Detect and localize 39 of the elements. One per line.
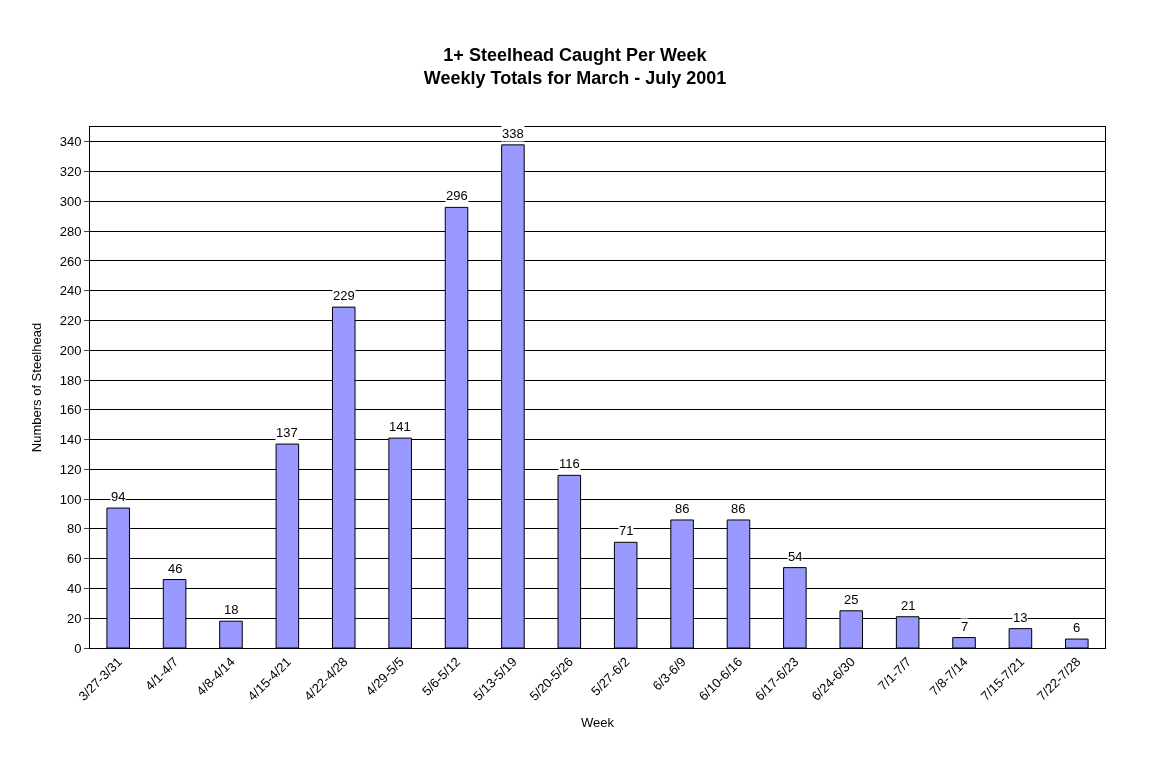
- y-tick-label: 20: [66, 610, 82, 626]
- data-label: 46: [168, 561, 183, 576]
- data-label: 86: [675, 501, 690, 516]
- y-tick-label: 300: [59, 193, 82, 209]
- data-label: 338: [502, 126, 524, 141]
- data-label: 6: [1073, 620, 1081, 635]
- data-label: 7: [961, 619, 969, 634]
- data-label: 71: [619, 523, 634, 538]
- data-label: 25: [844, 592, 859, 607]
- data-label: 296: [446, 188, 468, 203]
- y-tick-label: 100: [59, 491, 82, 507]
- data-label: 21: [901, 598, 916, 613]
- chart-title: 1+ Steelhead Caught Per Week Weekly Totals for March - July 2001: [423, 45, 727, 89]
- data-label: 86: [731, 501, 746, 516]
- y-tick-label: 120: [59, 461, 82, 477]
- y-tick-label: 60: [66, 551, 82, 567]
- data-label: 54: [788, 549, 803, 564]
- y-tick-label: 280: [59, 223, 82, 239]
- y-tick-label: 320: [59, 164, 82, 180]
- data-label: 13: [1013, 610, 1028, 625]
- data-label: 116: [559, 456, 580, 471]
- y-tick-label: 160: [59, 402, 82, 418]
- y-tick-label: 240: [59, 283, 82, 299]
- y-tick-label: 40: [66, 581, 82, 597]
- y-tick-label: 220: [59, 313, 82, 329]
- y-tick-label: 80: [66, 521, 82, 537]
- y-tick-label: 340: [59, 134, 82, 150]
- y-axis-title: Numbers of Steelhead: [28, 322, 44, 453]
- data-label: 18: [224, 602, 239, 617]
- y-tick-label: 0: [74, 640, 82, 656]
- data-label: 94: [111, 489, 126, 504]
- data-label: 141: [389, 419, 411, 434]
- y-tick-label: 200: [59, 342, 82, 358]
- x-axis-title: Week: [581, 715, 615, 731]
- data-label: 137: [276, 425, 298, 440]
- y-tick-label: 260: [59, 253, 82, 269]
- y-tick-label: 140: [59, 432, 82, 448]
- y-tick-label: 180: [59, 372, 82, 388]
- data-label: 229: [333, 288, 355, 303]
